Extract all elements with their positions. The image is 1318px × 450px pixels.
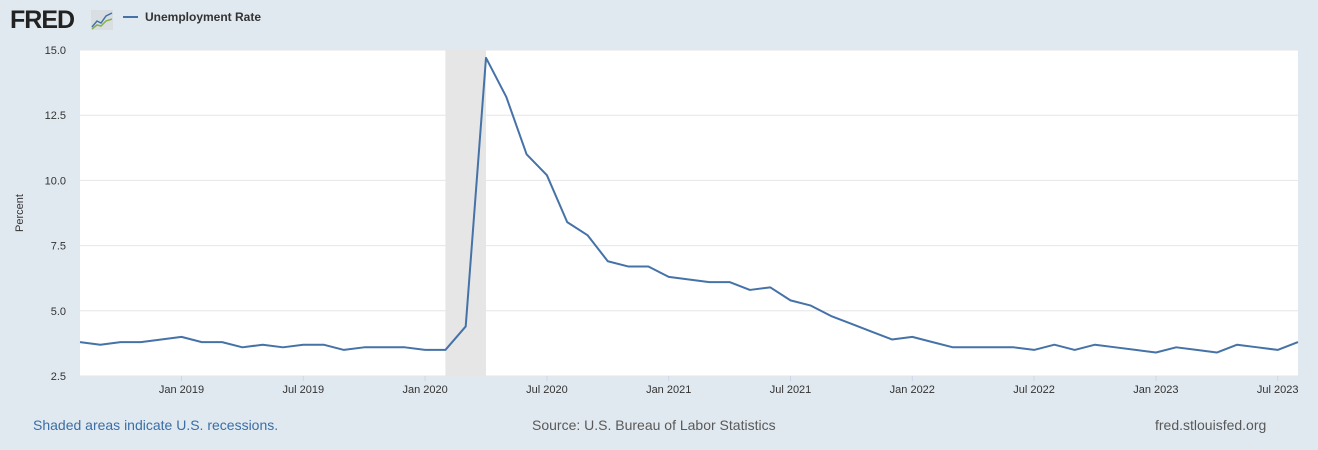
y-tick-label: 2.5 — [51, 371, 66, 383]
logo-text: FRED — [10, 6, 75, 34]
legend: Unemployment Rate — [123, 10, 261, 24]
y-tick-label: 15.0 — [45, 45, 66, 57]
x-tick-label: Jan 2023 — [1133, 384, 1178, 396]
x-tick-label: Jan 2021 — [646, 384, 691, 396]
plot-area — [80, 50, 1298, 376]
source-text: Source: U.S. Bureau of Labor Statistics — [532, 417, 776, 433]
y-tick-label: 10.0 — [45, 175, 66, 187]
legend-label: Unemployment Rate — [145, 10, 262, 24]
site-text: fred.stlouisfed.org — [1155, 417, 1267, 433]
y-tick-label: 7.5 — [51, 241, 66, 253]
recession-note-link[interactable]: Shaded areas indicate U.S. recessions. — [33, 417, 279, 433]
legend-line-icon — [123, 16, 138, 18]
y-tick-label: 5.0 — [51, 306, 66, 318]
x-tick-label: Jul 2022 — [1013, 384, 1055, 396]
x-tick-label: Jul 2020 — [526, 384, 568, 396]
fred-logo[interactable]: FRED — [10, 6, 75, 35]
chart-logo-icon — [91, 10, 113, 30]
x-tick-label: Jan 2019 — [159, 384, 204, 396]
x-tick-label: Jan 2022 — [890, 384, 935, 396]
x-tick-label: Jul 2021 — [770, 384, 812, 396]
x-tick-label: Jul 2023 — [1257, 384, 1299, 396]
x-tick-label: Jan 2020 — [402, 384, 447, 396]
y-tick-label: 12.5 — [45, 110, 66, 122]
x-tick-label: Jul 2019 — [283, 384, 325, 396]
y-axis-label: Percent — [14, 194, 26, 232]
